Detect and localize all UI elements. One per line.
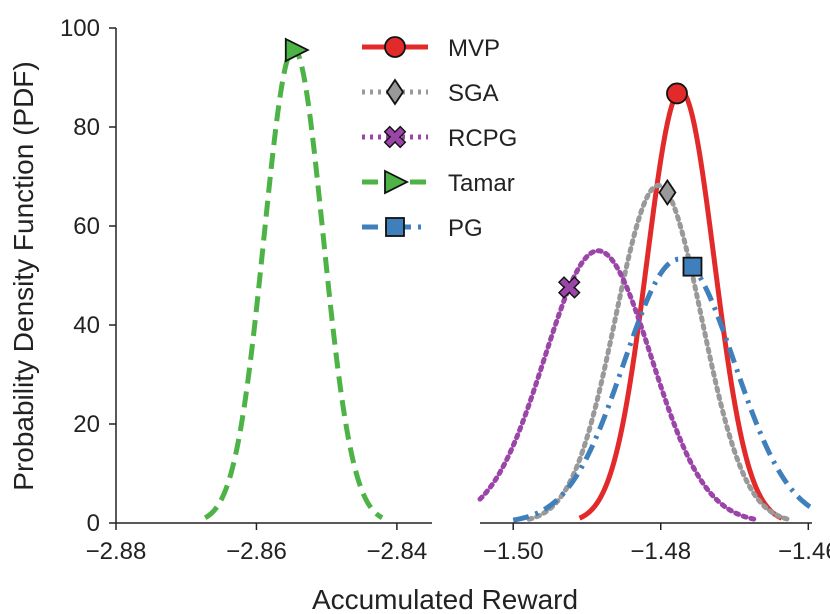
legend-marker-sga (385, 78, 405, 106)
legend-marker-pg (385, 217, 405, 237)
marker-pg (682, 256, 703, 277)
legend-label-rcpg: RCPG (448, 125, 517, 152)
y-tick-label: 0 (87, 510, 100, 537)
curves-layer (203, 46, 814, 523)
marker-rcpg-fill (560, 278, 578, 296)
curve-rcpg (477, 248, 762, 523)
x-tick-label: −2.86 (226, 538, 287, 565)
y-tick-label: 20 (73, 411, 100, 438)
markers-layer (284, 37, 703, 299)
ticks-layer: 0 20 40 60 80 100 −2.88 −2.86 −2.84 −1.50 −1.48 −1.… (60, 15, 830, 565)
curve-pg (512, 256, 814, 523)
y-tick-label: 60 (73, 213, 100, 240)
legend: MVP SGA RCPG Tamar PG (362, 35, 517, 242)
legend-marker-tamar (384, 169, 410, 195)
legend-label-sga: SGA (448, 80, 499, 107)
x-tick-label: −1.50 (483, 538, 544, 565)
y-axis-title: Probability Density Function (PDF) (8, 61, 39, 490)
x-tick-label: −2.84 (367, 538, 428, 565)
legend-marker-rcpg (383, 125, 407, 149)
marker-mvp (666, 82, 688, 105)
y-tick-label: 40 (73, 312, 100, 339)
legend-label-pg: PG (448, 215, 483, 242)
axes-layer (115, 28, 812, 524)
curve-tamar (203, 46, 384, 520)
x-tick-label: −1.48 (630, 538, 691, 565)
y-tick-label: 100 (60, 15, 100, 42)
curve-sga (526, 182, 791, 522)
y-tick-label: 80 (73, 114, 100, 141)
curve-mvp (578, 88, 783, 521)
legend-label-tamar: Tamar (448, 170, 515, 197)
legend-label-mvp: MVP (448, 35, 500, 62)
x-tick-label: −1.46 (778, 538, 830, 565)
x-axis-title: Accumulated Reward (312, 584, 578, 614)
marker-rcpg (557, 276, 581, 299)
marker-tamar (284, 37, 310, 63)
legend-marker-rcpg-fill (386, 128, 404, 146)
legend-marker-mvp (384, 36, 406, 58)
x-tick-label: −2.88 (86, 538, 147, 565)
marker-sga (658, 178, 677, 207)
